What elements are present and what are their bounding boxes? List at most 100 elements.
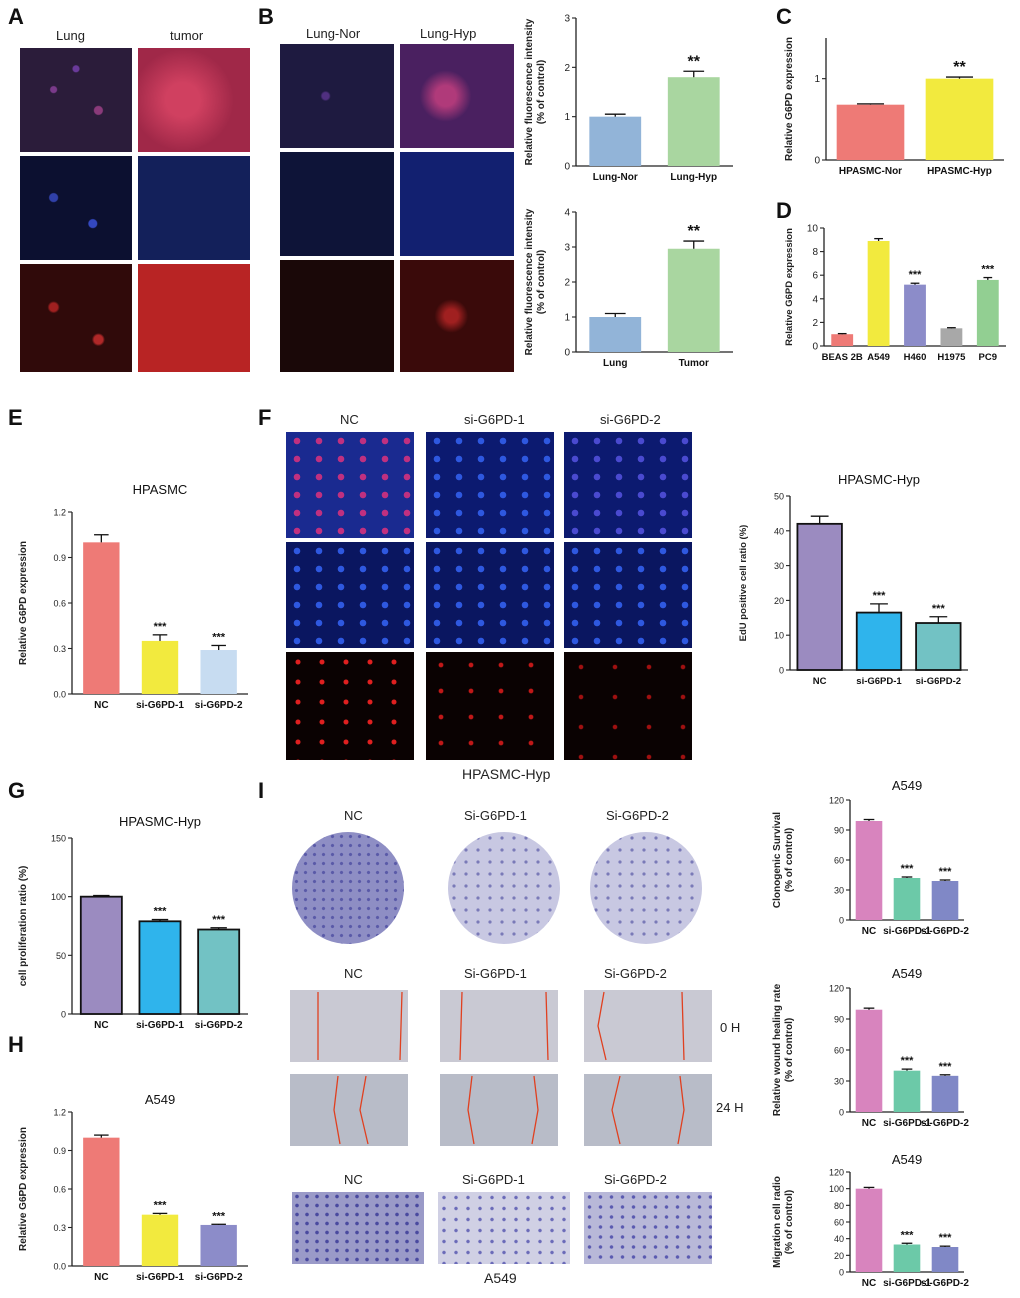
significance-4: *** [981, 264, 995, 276]
micrograph-a-lung-red [20, 264, 132, 372]
micrograph-b-hyp-dapi [400, 152, 514, 256]
panel-i-transwell-label-si1: Si-G6PD-1 [462, 1172, 525, 1187]
panel-i-wound-label-si1: Si-G6PD-1 [464, 966, 527, 981]
significance-2: *** [909, 269, 923, 281]
bar-lung-nor [589, 116, 642, 166]
bar-pc9 [976, 279, 999, 346]
panel-label-c: C [776, 4, 792, 29]
chart-e-hpasmc-knockdown: 0.0 0.3 0.6 0.9 1.2 Relative G6PD expression H… [18, 482, 248, 711]
significance-1: *** [901, 863, 915, 875]
significance-2: *** [939, 1232, 953, 1244]
y-axis-label-line-0: Relative fluorescence intensity [524, 18, 535, 165]
panel-label-a: A [8, 4, 24, 29]
y-tick-label-4: 120 [829, 796, 844, 806]
bar-h460 [904, 284, 926, 346]
bar-si-g6pd-2 [197, 928, 241, 1015]
micrograph-b-nor-merge [280, 44, 394, 148]
y-tick-label-2: 20 [774, 596, 784, 606]
micrograph-a-tumor-merge [138, 48, 250, 152]
y-axis-label-line-0: Relative G6PD expression [18, 1127, 29, 1251]
y-tick-label-3: 0.9 [53, 553, 66, 563]
y-tick-label-2: 60 [834, 856, 844, 866]
x-tick-label-0: BEAS 2B [822, 352, 863, 363]
micrograph-f-si1-edu [426, 652, 554, 760]
y-tick-label-2: 60 [834, 1046, 844, 1056]
bar-nc [796, 522, 843, 671]
chart-c-hpasmc-g6pd: 0 1 Relative G6PD expression HPASMC-Nor ** HP… [784, 37, 1004, 177]
x-tick-label-1: A549 [867, 352, 890, 363]
x-tick-label-0: Lung [603, 358, 627, 369]
panel-i-colony-label-nc: NC [344, 808, 363, 823]
wound-image-nc-24h [290, 1074, 408, 1146]
micrograph-f-nc-dapi [286, 542, 414, 648]
chart-title: HPASMC-Hyp [838, 472, 920, 487]
y-tick-label-4: 1.2 [53, 1108, 66, 1118]
x-tick-label-1: si-G6PD-1 [136, 700, 184, 711]
bar-nc [855, 1188, 883, 1272]
y-axis-label-line-0: Relative G6PD expression [784, 37, 795, 161]
y-tick-label-3: 3 [564, 14, 570, 25]
y-tick-label-2: 0.6 [53, 599, 66, 609]
bar-nc [855, 821, 883, 920]
y-tick-label-1: 50 [56, 951, 66, 961]
y-tick-label-4: 1.2 [53, 508, 66, 518]
y-tick-label-3: 90 [834, 826, 844, 836]
significance-1: ** [688, 53, 701, 70]
y-tick-label-1: 1 [564, 313, 570, 324]
significance-2: *** [212, 914, 226, 926]
x-tick-label-2: si-G6PD-2 [921, 926, 969, 937]
x-tick-label-1: si-G6PD-1 [136, 1272, 184, 1283]
y-axis-label-line-0: EdU positive cell ratio (%) [738, 525, 749, 642]
significance-2: *** [212, 631, 226, 643]
micrograph-b-nor-dapi [280, 152, 394, 256]
chart-g-proliferation: 0 50 100 150 cell proliferation ratio (%) HPA… [18, 814, 248, 1031]
chart-i-wound-healing: 0 30 60 90 120 Relative wound healing rate (% … [772, 966, 969, 1129]
wound-images-group-2 [584, 990, 712, 1146]
micrograph-f-nc-edu [286, 652, 414, 760]
wound-images-group-1 [290, 990, 558, 1146]
y-axis-label-line-0: cell proliferation ratio (%) [18, 866, 29, 987]
bar-si-g6pd-1 [893, 1244, 921, 1272]
y-tick-label-4: 120 [829, 984, 844, 994]
significance-1: ** [953, 59, 966, 76]
y-tick-label-2: 0.6 [53, 1185, 66, 1195]
panel-b-col-label-lung-nor: Lung-Nor [306, 26, 361, 41]
x-tick-label-0: NC [94, 1272, 108, 1283]
x-tick-label-0: NC [862, 1278, 876, 1289]
panel-label-f: F [258, 405, 272, 430]
micrograph-b-hyp-merge [400, 44, 514, 148]
wound-image-si1-0h [440, 990, 558, 1062]
y-tick-label-0: 0 [839, 1268, 844, 1278]
panel-f-col-label-si1: si-G6PD-1 [464, 412, 525, 427]
panel-i-colony-label-si2: Si-G6PD-2 [606, 808, 669, 823]
y-tick-label-2: 100 [51, 892, 66, 902]
bar-tumor [667, 248, 720, 352]
significance-1: *** [901, 1055, 915, 1067]
bar-si-g6pd-1 [138, 920, 182, 1015]
transwell-image-si1 [438, 1192, 570, 1264]
significance-2: *** [932, 603, 946, 615]
y-tick-label-1: 1 [814, 74, 820, 85]
y-tick-label-2: 2 [564, 278, 570, 289]
bar-si-g6pd-1 [855, 611, 903, 671]
panel-label-i: I [258, 778, 265, 803]
panel-label-b: B [258, 4, 274, 29]
wound-image-nc-0h [290, 990, 408, 1062]
micrograph-f-si1-dapi [426, 542, 554, 648]
y-axis-label-line-0: Relative G6PD expression [18, 541, 29, 665]
y-tick-label-5: 50 [774, 492, 784, 502]
significance-1: *** [154, 906, 168, 918]
chart-h-a549-g6pd: 0.0 0.3 0.6 0.9 1.2 Relative G6PD expression A… [18, 1092, 248, 1283]
chart-title: A549 [892, 1152, 922, 1167]
y-tick-label-0: 0.0 [53, 1262, 66, 1272]
panel-i-caption: A549 [484, 1270, 517, 1286]
bar-si-g6pd-2 [915, 622, 962, 671]
y-tick-label-4: 8 [812, 247, 818, 258]
y-tick-label-0: 0 [812, 342, 818, 353]
x-tick-label-1: si-G6PD-1 [136, 1020, 184, 1031]
panel-i-wound-label-nc: NC [344, 966, 363, 981]
chart-b-lung-nor-vs-hyp: 0 1 2 3 Relative fluorescence intensity (% of… [524, 14, 733, 183]
micrograph-b-nor-red [280, 260, 394, 372]
chart-i-clonogenic: 0 30 60 90 120 Clonogenic Survival (% of contr… [772, 778, 969, 937]
panel-a-col-label-tumor: tumor [170, 28, 204, 43]
